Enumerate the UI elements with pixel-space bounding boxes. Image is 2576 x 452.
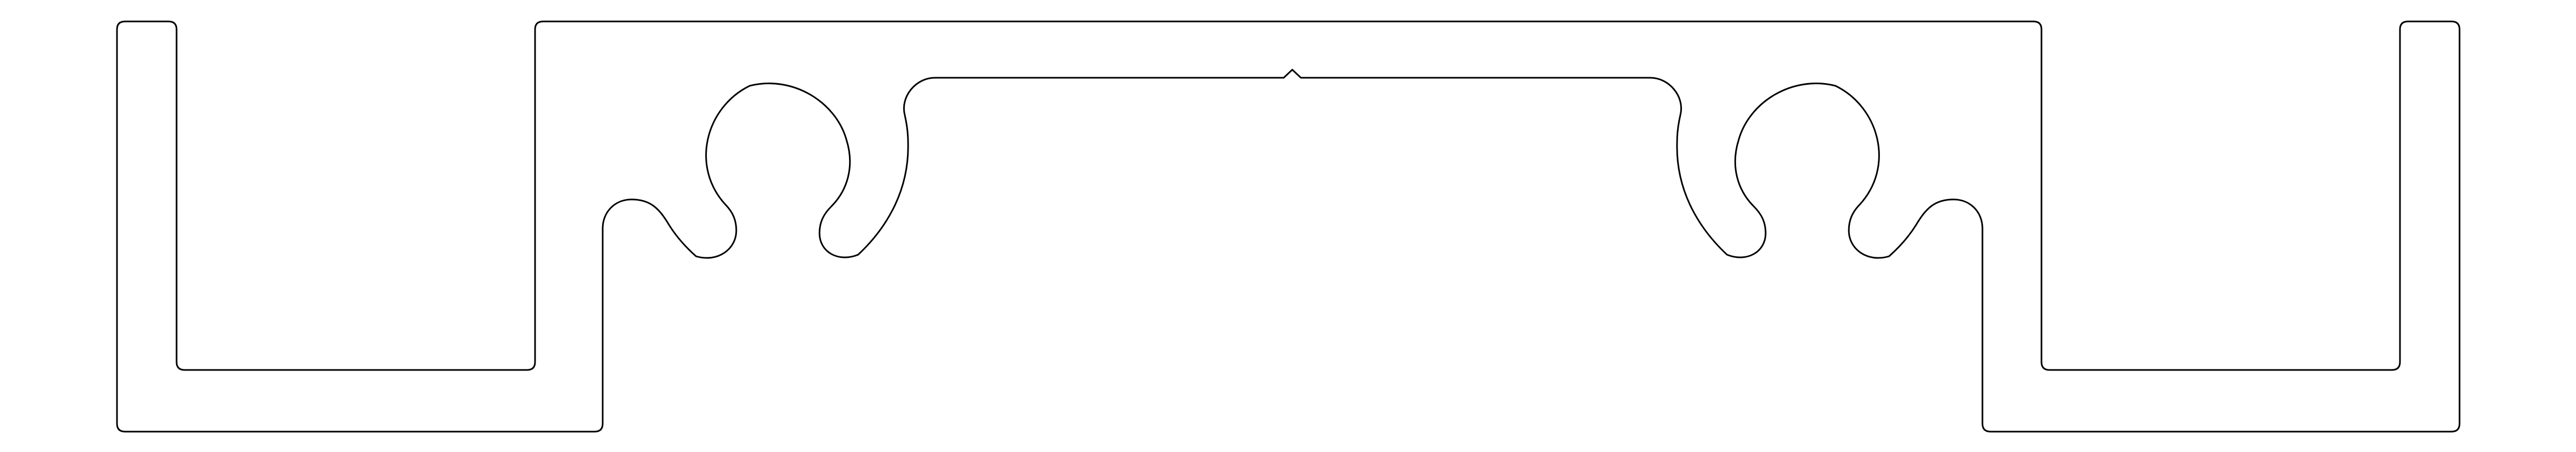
extrusion-profile-outline [116, 20, 2461, 433]
